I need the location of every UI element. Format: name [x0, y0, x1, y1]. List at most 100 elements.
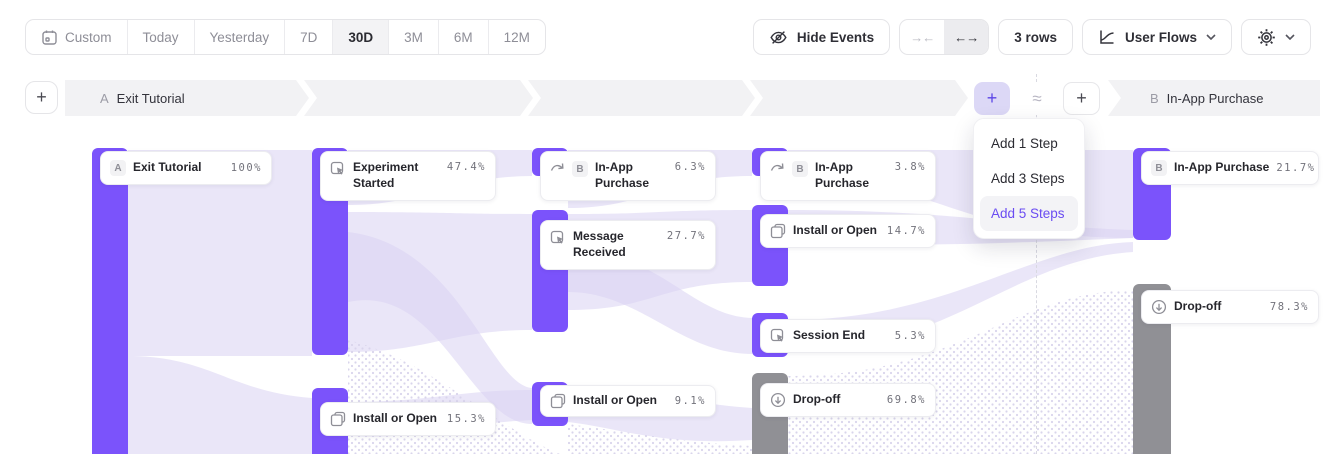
date-range-label: 3M [404, 29, 423, 45]
date-range-label: 30D [348, 29, 374, 45]
node-percent: 6.3% [674, 161, 706, 173]
add-step-end-button[interactable]: + [1063, 82, 1100, 115]
node-percent: 69.8% [886, 394, 926, 406]
settings-button[interactable] [1241, 19, 1311, 55]
toolbar-right-cluster: Hide Events →← ←→ 3 rows User Flows [752, 19, 1311, 55]
date-range-label: Yesterday [209, 29, 270, 45]
chevron-down-icon [1206, 34, 1216, 40]
node-label: Exit Tutorial [133, 160, 202, 175]
calendar-icon [42, 30, 57, 45]
overlap-squares-icon [770, 223, 786, 239]
menu-item-add-3-steps[interactable]: Add 3 Steps [991, 171, 1065, 186]
menu-item-add-1-step[interactable]: Add 1 Step [991, 136, 1058, 151]
date-range-30d[interactable]: 30D [332, 20, 389, 54]
event-badge: B [1151, 160, 1167, 176]
date-range-6m[interactable]: 6M [437, 20, 488, 54]
cursor-click-icon [770, 328, 786, 344]
add-steps-button[interactable]: + [974, 82, 1010, 115]
date-range-label: 7D [300, 29, 318, 45]
date-range-3m[interactable]: 3M [388, 20, 438, 54]
step-a-badge: A [100, 90, 109, 106]
step-a-label: Exit Tutorial [116, 90, 185, 106]
drop-off-icon [1151, 299, 1167, 315]
date-range-12m[interactable]: 12M [487, 20, 545, 54]
step-a-header[interactable]: A Exit Tutorial [100, 80, 185, 116]
node-card-install-or-open[interactable]: Install or Open 9.1% [540, 385, 716, 417]
node-percent: 27.7% [666, 230, 706, 242]
date-range-today[interactable]: Today [126, 20, 194, 54]
node-card-session-end[interactable]: Session End 5.3% [760, 319, 936, 353]
add-steps-menu: Add 1 Step Add 3 Steps Add 5 Steps [973, 118, 1085, 239]
node-percent: 15.3% [446, 413, 486, 425]
step-b-band[interactable] [1108, 80, 1320, 116]
date-range-label: 12M [503, 29, 530, 45]
hide-events-label: Hide Events [796, 29, 875, 45]
rows-label: 3 rows [1014, 29, 1057, 45]
node-percent: 100% [230, 162, 262, 174]
node-percent: 9.1% [674, 395, 706, 407]
step-a-band[interactable] [65, 80, 968, 116]
overlap-squares-icon [550, 393, 566, 409]
node-label: Install or Open [573, 393, 658, 408]
flow-chart-icon [1100, 30, 1114, 44]
node-card-experiment-started[interactable]: Experiment Started 47.4% [320, 151, 496, 201]
collapse-icon: →← [910, 29, 935, 45]
node-label: Experiment Started [353, 160, 419, 190]
expand-icon: ←→ [954, 29, 979, 45]
indirect-arrow-icon [550, 161, 565, 173]
node-percent: 5.3% [894, 330, 926, 342]
node-label: Session End [793, 328, 866, 343]
approx-symbol: ≈ [1023, 82, 1051, 115]
cursor-click-icon [330, 161, 346, 177]
node-percent: 21.7% [1276, 162, 1316, 174]
node-card-message-received[interactable]: Message Received 27.7% [540, 220, 716, 270]
date-range-custom[interactable]: Custom [26, 20, 127, 54]
node-card-in-app-purchase[interactable]: B In-App Purchase 21.7% [1141, 151, 1319, 185]
chart-type-label: User Flows [1124, 29, 1197, 45]
flow-split-divider [1036, 74, 1037, 454]
node-card-in-app-purchase[interactable]: B In-App Purchase 6.3% [540, 151, 716, 201]
step-b-label: In-App Purchase [1166, 90, 1264, 106]
collapse-expand-control: →← ←→ [899, 19, 990, 55]
flow-bar-exit-tutorial[interactable] [92, 148, 128, 454]
node-percent: 78.3% [1269, 301, 1309, 313]
event-badge: B [572, 161, 588, 177]
node-card-install-or-open[interactable]: Install or Open 15.3% [320, 402, 496, 436]
date-range-7d[interactable]: 7D [284, 20, 332, 54]
event-badge: A [110, 160, 126, 176]
node-percent: 47.4% [446, 161, 486, 173]
node-card-install-or-open[interactable]: Install or Open 14.7% [760, 214, 936, 248]
collapse-columns-button[interactable]: →← [900, 20, 944, 54]
date-range-label: Today [142, 29, 179, 45]
step-b-badge: B [1150, 90, 1159, 106]
node-label: In-App Purchase [595, 160, 650, 190]
menu-item-add-5-steps[interactable]: Add 5 Steps [980, 196, 1078, 231]
eye-slash-icon [770, 30, 787, 44]
add-step-start-button[interactable]: + [25, 81, 58, 114]
chart-type-button[interactable]: User Flows [1081, 19, 1232, 55]
node-card-in-app-purchase[interactable]: B In-App Purchase 3.8% [760, 151, 936, 201]
date-range-label: 6M [453, 29, 473, 45]
event-badge: B [792, 161, 808, 177]
gear-icon [1258, 28, 1275, 46]
rows-button[interactable]: 3 rows [998, 19, 1073, 55]
node-label: Drop-off [1174, 299, 1222, 314]
date-range-control: Custom Today Yesterday 7D 30D 3M 6M 12M [25, 19, 546, 55]
expand-columns-button[interactable]: ←→ [944, 20, 989, 54]
indirect-arrow-icon [770, 161, 785, 173]
overlap-squares-icon [330, 411, 346, 427]
node-card-exit-tutorial[interactable]: A Exit Tutorial 100% [100, 151, 272, 185]
hide-events-button[interactable]: Hide Events [752, 19, 891, 55]
step-b-header[interactable]: B In-App Purchase [1150, 80, 1264, 116]
cursor-click-icon [550, 230, 566, 246]
node-label: Message Received [573, 229, 626, 259]
node-label: Drop-off [793, 392, 841, 407]
date-range-yesterday[interactable]: Yesterday [193, 20, 285, 54]
node-label: In-App Purchase [1174, 160, 1270, 175]
node-percent: 3.8% [894, 161, 926, 173]
node-card-drop-off[interactable]: Drop-off 69.8% [760, 383, 936, 417]
chevron-down-icon [1285, 34, 1295, 40]
node-card-drop-off[interactable]: Drop-off 78.3% [1141, 290, 1319, 324]
node-label: In-App Purchase [815, 160, 870, 190]
